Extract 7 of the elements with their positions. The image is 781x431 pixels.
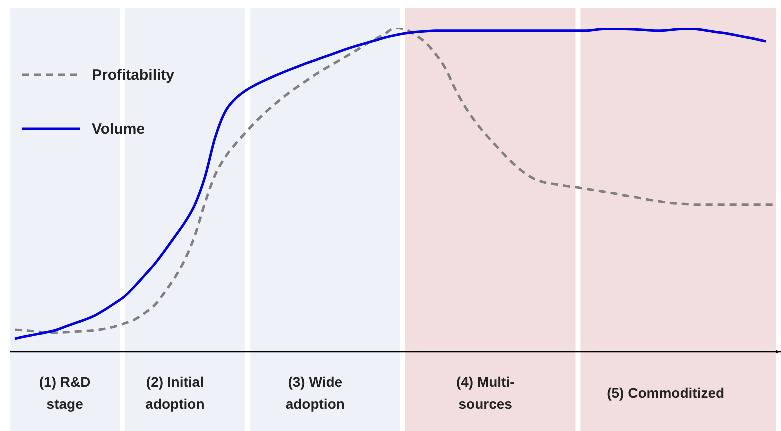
x-tick-label: (3) Wide adoption <box>286 374 345 412</box>
x-tick-label: (5) Commoditized <box>607 385 725 401</box>
x-tick-label: (2) Initial adoption <box>146 374 205 412</box>
legend-label: Profitability <box>92 66 175 84</box>
legend-label: Volume <box>92 120 146 138</box>
x-tick-label: (1) R&D stage <box>39 374 91 412</box>
x-tick-label: (4) Multi- sources <box>456 374 516 412</box>
